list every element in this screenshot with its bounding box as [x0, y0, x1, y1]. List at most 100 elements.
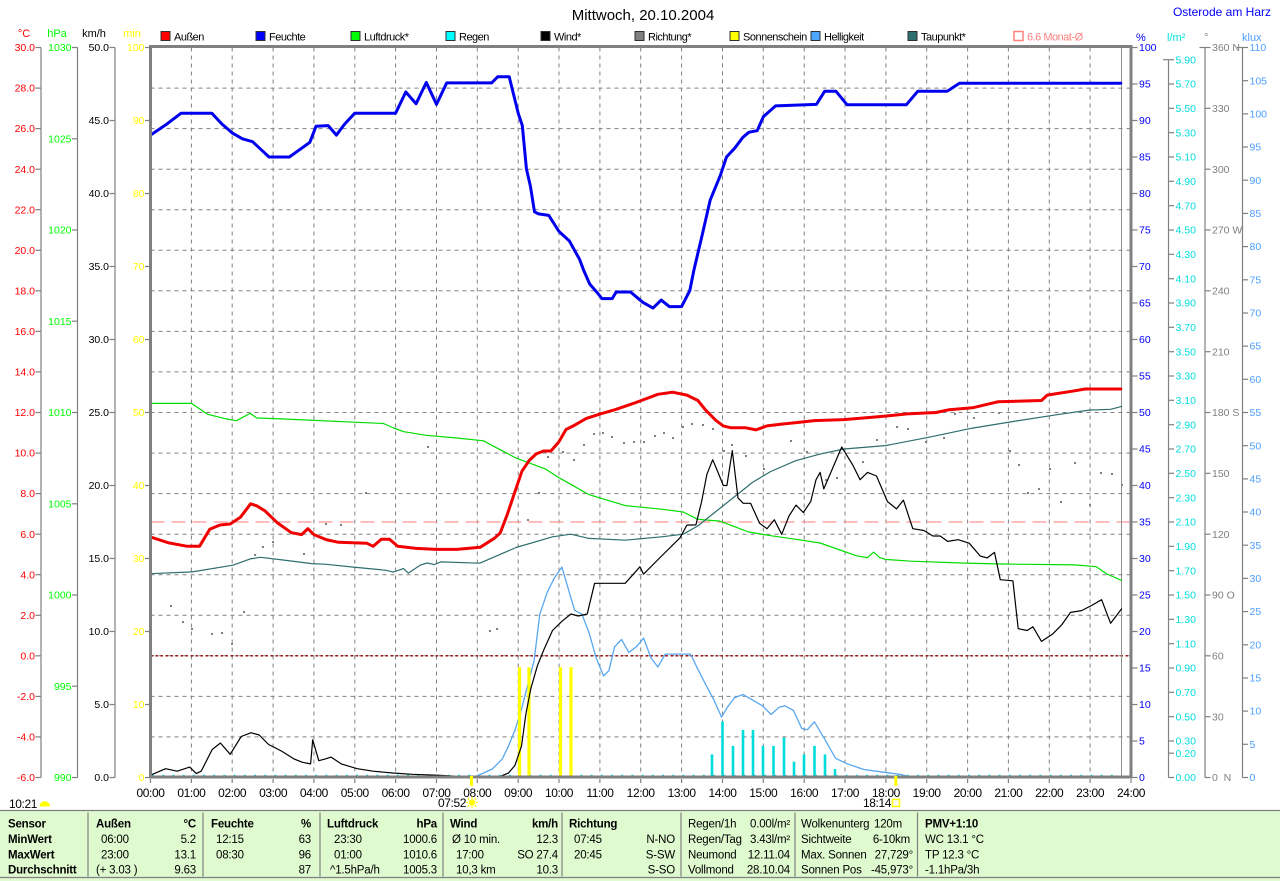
svg-text:20: 20	[133, 626, 145, 638]
svg-text:2.90: 2.90	[1176, 419, 1197, 431]
svg-text:%: %	[1136, 32, 1146, 44]
svg-text:3.10: 3.10	[1176, 395, 1197, 407]
svg-text:21:00: 21:00	[994, 786, 1023, 800]
svg-text:Taupunkt*: Taupunkt*	[921, 32, 967, 44]
svg-text:360 N: 360 N	[1212, 42, 1240, 54]
svg-text:1.10: 1.10	[1176, 638, 1197, 650]
svg-text:2.30: 2.30	[1176, 492, 1197, 504]
svg-text:Luftdruck*: Luftdruck*	[364, 32, 410, 44]
svg-text:N-NO: N-NO	[646, 834, 675, 846]
svg-text:40: 40	[1139, 480, 1151, 492]
svg-text:20: 20	[1250, 639, 1262, 651]
svg-text:2.0: 2.0	[20, 610, 35, 622]
svg-text:Richtung*: Richtung*	[648, 32, 692, 44]
svg-text:4.70: 4.70	[1176, 200, 1197, 212]
svg-text:80: 80	[133, 188, 145, 200]
svg-text:SO 27.4: SO 27.4	[517, 849, 559, 861]
svg-text:3.90: 3.90	[1176, 298, 1197, 310]
svg-text:25.0: 25.0	[89, 407, 110, 419]
svg-text:-45,973°: -45,973°	[871, 865, 913, 877]
svg-text:Feuchte: Feuchte	[269, 32, 306, 44]
svg-text:0.0: 0.0	[20, 650, 35, 662]
svg-text:87: 87	[299, 865, 311, 877]
svg-text:70: 70	[1139, 261, 1151, 273]
svg-text:hPa: hPa	[417, 819, 438, 831]
svg-text:1005: 1005	[48, 498, 72, 510]
svg-text:Helligkeit: Helligkeit	[824, 32, 864, 44]
svg-text:15:00: 15:00	[749, 786, 778, 800]
svg-text:Neumond: Neumond	[688, 849, 736, 861]
svg-text:300: 300	[1212, 164, 1230, 176]
svg-text:30: 30	[1139, 553, 1151, 565]
svg-text:Ø 10 min.: Ø 10 min.	[452, 834, 500, 846]
svg-text:25: 25	[1139, 590, 1151, 602]
svg-text:60: 60	[1250, 374, 1262, 386]
svg-text:(+ 3.03 ): (+ 3.03 )	[96, 865, 138, 877]
svg-text:Regen/1h: Regen/1h	[688, 819, 736, 831]
svg-text:45: 45	[1250, 474, 1262, 486]
svg-text:40: 40	[133, 480, 145, 492]
svg-text:05:00: 05:00	[341, 786, 370, 800]
svg-text:63: 63	[299, 834, 311, 846]
svg-text:1015: 1015	[48, 316, 72, 328]
svg-text:80: 80	[1139, 188, 1151, 200]
svg-text:50: 50	[133, 407, 145, 419]
svg-text:20:45: 20:45	[574, 849, 602, 861]
svg-text:20.0: 20.0	[15, 245, 36, 257]
svg-text:35.0: 35.0	[89, 261, 110, 273]
svg-text:10.3: 10.3	[536, 865, 558, 877]
svg-text:1.90: 1.90	[1176, 541, 1197, 553]
svg-text:50: 50	[1250, 440, 1262, 452]
svg-text:6.0: 6.0	[20, 529, 35, 541]
svg-text:Vollmond: Vollmond	[688, 865, 734, 877]
svg-text:01:00: 01:00	[177, 786, 206, 800]
svg-text:100: 100	[1139, 42, 1157, 54]
svg-text:10,3 km: 10,3 km	[456, 865, 496, 877]
svg-text:5: 5	[1250, 739, 1256, 751]
svg-text:Regen: Regen	[459, 32, 489, 44]
svg-text:12.0: 12.0	[15, 407, 36, 419]
svg-text:1.50: 1.50	[1176, 590, 1197, 602]
svg-text:10: 10	[1250, 706, 1262, 718]
svg-text:Regen/Tag: Regen/Tag	[688, 834, 742, 846]
svg-text:20: 20	[1139, 626, 1151, 638]
svg-text:TP 12.3 °C: TP 12.3 °C	[925, 849, 979, 861]
svg-text:Außen: Außen	[96, 819, 131, 831]
svg-text:90: 90	[1250, 175, 1262, 187]
svg-text:0 N: 0 N	[1212, 772, 1231, 784]
svg-text:07:52: 07:52	[438, 796, 467, 810]
svg-text:1010: 1010	[48, 407, 72, 419]
svg-text:°C: °C	[18, 28, 30, 40]
svg-text:85: 85	[1139, 152, 1151, 164]
svg-text:1000.6: 1000.6	[403, 834, 437, 846]
svg-text:90 O: 90 O	[1212, 590, 1235, 602]
svg-text:18.0: 18.0	[15, 285, 36, 297]
svg-text:1000: 1000	[48, 590, 72, 602]
svg-text:MaxWert: MaxWert	[8, 849, 55, 861]
svg-text:23:00: 23:00	[1076, 786, 1105, 800]
svg-text:23:00: 23:00	[101, 849, 129, 861]
svg-text:Sensor: Sensor	[8, 819, 47, 831]
svg-text:3.30: 3.30	[1176, 371, 1197, 383]
svg-text:10:21: 10:21	[9, 797, 38, 811]
svg-text:70: 70	[133, 261, 145, 273]
svg-text:13:00: 13:00	[668, 786, 697, 800]
svg-text:6-10km: 6-10km	[873, 834, 910, 846]
svg-text:12.3: 12.3	[536, 834, 558, 846]
svg-text:65: 65	[1250, 341, 1262, 353]
svg-text:6.6 Monat-Ø: 6.6 Monat-Ø	[1027, 32, 1084, 44]
svg-text:03:00: 03:00	[259, 786, 288, 800]
svg-text:4.10: 4.10	[1176, 273, 1197, 285]
svg-text:-1.1hPa/3h: -1.1hPa/3h	[925, 865, 979, 877]
svg-text:Richtung: Richtung	[569, 819, 617, 831]
svg-text:20:00: 20:00	[954, 786, 983, 800]
svg-text:4.90: 4.90	[1176, 176, 1197, 188]
svg-text:60: 60	[1139, 334, 1151, 346]
svg-text:210: 210	[1212, 346, 1230, 358]
svg-text:Feuchte: Feuchte	[211, 819, 254, 831]
svg-text:10:00: 10:00	[545, 786, 574, 800]
svg-text:16.0: 16.0	[15, 326, 36, 338]
svg-text:70: 70	[1250, 308, 1262, 320]
svg-text:5.50: 5.50	[1176, 103, 1197, 115]
svg-text:30: 30	[1250, 573, 1262, 585]
